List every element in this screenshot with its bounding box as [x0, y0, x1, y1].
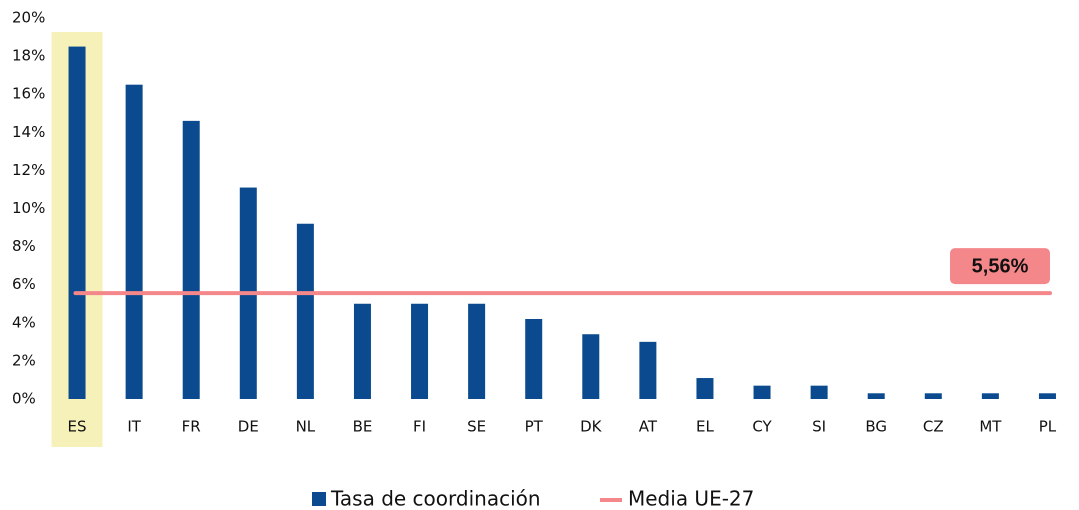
bar [1038, 393, 1056, 399]
bar [296, 223, 314, 399]
bar [867, 393, 885, 399]
y-tick-label: 2% [12, 351, 36, 369]
x-tick-label: DK [580, 418, 603, 436]
bar [696, 378, 714, 399]
y-tick-label: 4% [12, 313, 36, 331]
x-tick-label: BE [353, 418, 373, 436]
y-tick-label: 18% [12, 47, 45, 65]
y-tick-label: 0% [12, 390, 36, 408]
bar [468, 303, 486, 399]
x-tick-label: PL [1039, 418, 1057, 436]
y-tick-label: 10% [12, 199, 45, 217]
legend-swatch [312, 492, 326, 506]
bar [753, 385, 771, 399]
y-tick-label: 12% [12, 161, 45, 179]
bar [810, 385, 828, 399]
bar [924, 393, 942, 399]
bar [525, 318, 543, 399]
x-tick-label: CY [752, 418, 772, 436]
x-tick-label: EL [696, 418, 714, 436]
x-tick-label: PT [525, 418, 544, 436]
bar [582, 334, 600, 399]
bar [639, 341, 657, 399]
y-tick-label: 6% [12, 275, 36, 293]
y-tick-label: 14% [12, 123, 45, 141]
y-tick-label: 8% [12, 237, 36, 255]
y-tick-label: 16% [12, 85, 45, 103]
x-tick-label: FI [413, 418, 426, 436]
x-tick-label: SE [467, 418, 486, 436]
x-tick-label: IT [127, 418, 141, 436]
bar [411, 303, 429, 399]
bar [68, 46, 86, 399]
x-tick-label: ES [68, 418, 87, 436]
x-tick-label: DE [238, 418, 259, 436]
legend-label: Media UE-27 [628, 487, 754, 510]
x-tick-label: SI [812, 418, 826, 436]
y-tick-label: 20% [12, 9, 45, 27]
bar [353, 303, 371, 399]
bar [125, 84, 143, 400]
x-tick-label: CZ [923, 418, 944, 436]
bar [981, 393, 999, 399]
x-tick-label: BG [865, 418, 887, 436]
x-tick-label: NL [296, 418, 316, 436]
x-tick-label: AT [639, 418, 658, 436]
x-tick-label: FR [182, 418, 201, 436]
reference-label: 5,56% [972, 255, 1029, 277]
bar [182, 120, 200, 400]
legend-label: Tasa de coordinación [330, 487, 541, 510]
reference-label-box [950, 248, 1050, 285]
x-tick-label: MT [979, 418, 1002, 436]
